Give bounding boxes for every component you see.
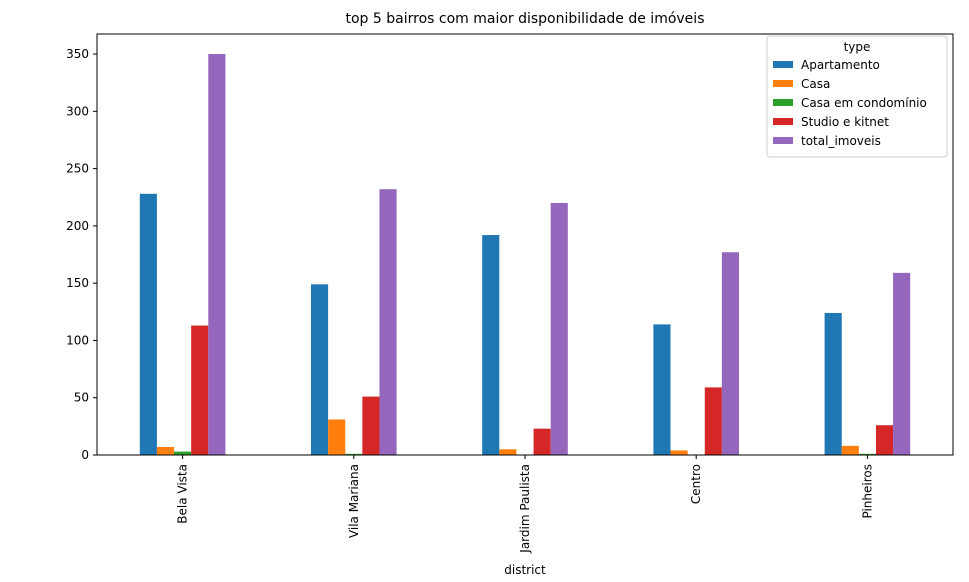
plot-area-frame <box>96 33 954 456</box>
x-tick-label: Centro <box>689 464 703 504</box>
bar-studio-e-kitnet-pinheiros <box>875 425 894 455</box>
legend-label: Casa em condomínio <box>801 96 927 110</box>
bar-apartamento-vila-mariana <box>311 284 329 455</box>
legend-frame <box>766 35 948 158</box>
x-axis-label: district <box>504 563 546 577</box>
x-tick-label: Pinheiros <box>860 464 874 519</box>
bar-studio-e-kitnet-centro <box>704 387 722 455</box>
chart-title: top 5 bairros com maior disponibilidade … <box>346 11 705 27</box>
y-tick-label: 50 <box>74 391 89 405</box>
y-tick-label: 150 <box>66 276 89 290</box>
legend-label: Apartamento <box>801 58 880 72</box>
bar-studio-e-kitnet-vila-mariana <box>362 396 380 455</box>
legend: type Apartamento Casa Casa em condomínio St… <box>766 35 948 158</box>
bar-studio-e-kitnet-bela-vista <box>191 325 209 455</box>
bar-casa-bela-vista <box>156 446 175 455</box>
bar-apartamento-bela-vista <box>139 193 157 455</box>
x-tick-label: Vila Mariana <box>347 464 361 538</box>
legend-swatch <box>773 99 793 106</box>
y-tick-label: 0 <box>81 448 89 462</box>
y-tick-label: 250 <box>66 162 89 176</box>
bar-casa-jardim-paulista <box>499 449 517 455</box>
bar-casa-centro <box>670 450 688 455</box>
x-axis: Bela Vista Vila Mariana Jardim Paulista Cen… <box>176 455 874 554</box>
legend-label: total_imoveis <box>801 134 881 148</box>
y-tick-label: 200 <box>66 219 89 233</box>
bars-group <box>139 54 911 456</box>
legend-title: type <box>844 40 871 54</box>
y-tick-label: 350 <box>66 47 89 61</box>
bar-casa-pinheiros <box>841 445 859 455</box>
x-tick-label: Jardim Paulista <box>518 464 532 554</box>
bar-total-imoveis-centro <box>721 252 739 455</box>
bar-total-imoveis-vila-mariana <box>379 189 397 456</box>
bar-total-imoveis-pinheiros <box>893 272 911 455</box>
legend-swatch <box>773 118 793 125</box>
bar-casa-vila-mariana <box>328 419 346 455</box>
bar-total-imoveis-jardim-paulista <box>550 202 568 455</box>
bar-casa-em-condom-nio-bela-vista <box>174 451 192 455</box>
bar-total-imoveis-bela-vista <box>208 54 226 456</box>
bar-studio-e-kitnet-jardim-paulista <box>533 428 551 455</box>
bar-apartamento-centro <box>653 324 671 455</box>
legend-swatch <box>773 80 793 87</box>
legend-swatch <box>773 137 793 144</box>
legend-label: Studio e kitnet <box>801 115 889 129</box>
x-tick-label: Bela Vista <box>176 464 190 524</box>
legend-label: Casa <box>801 77 830 91</box>
legend-items: Apartamento Casa Casa em condomínio Studio … <box>773 58 927 148</box>
y-axis: 0 50 100 150 200 250 300 350 <box>66 47 97 462</box>
y-tick-label: 100 <box>66 333 89 347</box>
bar-casa-em-condom-nio-vila-mariana <box>345 453 363 455</box>
bar-casa-em-condom-nio-pinheiros <box>858 453 876 455</box>
legend-swatch <box>773 61 793 68</box>
y-tick-label: 300 <box>66 104 89 118</box>
bar-apartamento-jardim-paulista <box>482 235 500 455</box>
bar-apartamento-pinheiros <box>824 312 842 455</box>
